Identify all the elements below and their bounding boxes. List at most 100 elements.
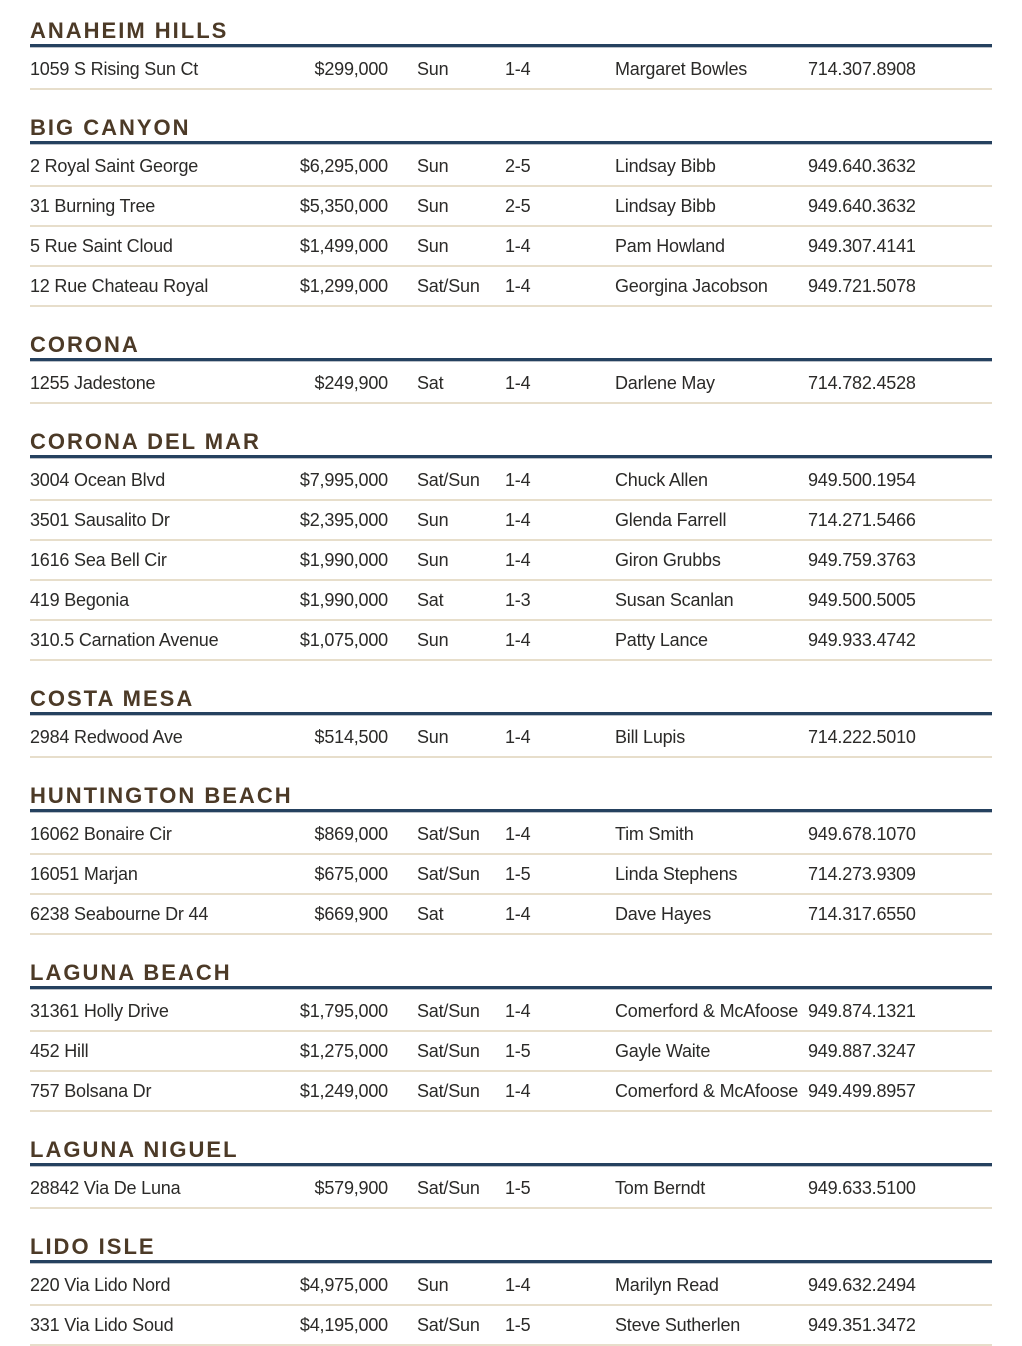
listing-phone: 949.307.4141 (808, 235, 916, 256)
listing-address: 31 Burning Tree (30, 195, 156, 216)
listing-agent: Marilyn Read (615, 1274, 719, 1295)
listing-phone: 714.307.8908 (808, 58, 916, 79)
listing-time: 1-4 (505, 726, 531, 747)
city-header: CORONA DEL MAR (30, 431, 992, 458)
listing-time: 2-5 (505, 155, 531, 176)
listing-row: 419 Begonia $1,990,000 Sat 1-3 Susan Sca… (30, 581, 992, 621)
listing-rows: 16062 Bonaire Cir $869,000 Sat/Sun 1-4 T… (30, 812, 992, 935)
listing-address: 31361 Holly Drive (30, 1000, 169, 1021)
listing-phone: 949.874.1321 (808, 1000, 916, 1021)
city-header: ANAHEIM HILLS (30, 20, 992, 47)
listing-days: Sat/Sun (417, 1000, 480, 1021)
listing-time: 1-5 (505, 1177, 531, 1198)
listing-address: 452 Hill (30, 1040, 89, 1061)
listing-phone: 714.273.9309 (808, 863, 916, 884)
listing-row: 3004 Ocean Blvd $7,995,000 Sat/Sun 1-4 C… (30, 461, 992, 501)
listing-time: 1-4 (505, 275, 531, 296)
listing-days: Sun (417, 235, 449, 256)
listing-address: 310.5 Carnation Avenue (30, 629, 219, 650)
listing-row: 1616 Sea Bell Cir $1,990,000 Sun 1-4 Gir… (30, 541, 992, 581)
listing-time: 1-4 (505, 509, 531, 530)
listing-time: 1-3 (505, 589, 531, 610)
listing-agent: Chuck Allen (615, 469, 708, 490)
listing-time: 1-4 (505, 549, 531, 570)
listing-agent: Tom Berndt (615, 1177, 706, 1198)
listing-phone: 949.633.5100 (808, 1177, 916, 1198)
listing-time: 1-4 (505, 1000, 531, 1021)
listing-address: 3501 Sausalito Dr (30, 509, 170, 530)
listing-address: 16051 Marjan (30, 863, 138, 884)
listing-agent: Lindsay Bibb (615, 195, 716, 216)
listing-address: 6238 Seabourne Dr 44 (30, 903, 209, 924)
listing-phone: 949.887.3247 (808, 1040, 916, 1061)
listing-price: $1,299,000 (299, 275, 388, 296)
listing-rows: 1255 Jadestone $249,900 Sat 1-4 Darlene … (30, 361, 992, 404)
listing-row: 220 Via Lido Nord $4,975,000 Sun 1-4 Mar… (30, 1266, 992, 1306)
listing-phone: 949.640.3632 (808, 155, 916, 176)
listing-address: 1616 Sea Bell Cir (30, 549, 167, 570)
listing-time: 1-4 (505, 629, 531, 650)
listing-row: 6238 Seabourne Dr 44 $669,900 Sat 1-4 Da… (30, 895, 992, 935)
city-header: LIDO ISLE (30, 1236, 992, 1263)
listing-time: 1-4 (505, 823, 531, 844)
listing-time: 1-5 (505, 863, 531, 884)
listing-days: Sun (417, 629, 449, 650)
listing-price: $7,995,000 (299, 469, 388, 490)
listing-agent: Patty Lance (615, 629, 708, 650)
listing-agent: Gayle Waite (615, 1040, 711, 1061)
listing-price: $4,975,000 (299, 1274, 388, 1295)
listing-price: $299,000 (314, 58, 389, 79)
listing-days: Sat/Sun (417, 1177, 480, 1198)
listing-days: Sat/Sun (417, 1040, 480, 1061)
listing-row: 28842 Via De Luna $579,900 Sat/Sun 1-5 T… (30, 1169, 992, 1209)
listing-address: 2984 Redwood Ave (30, 726, 183, 747)
listing-price: $4,195,000 (299, 1314, 388, 1335)
listing-agent: Bill Lupis (615, 726, 686, 747)
listing-price: $675,000 (314, 863, 389, 884)
listing-row: 16051 Marjan $675,000 Sat/Sun 1-5 Linda … (30, 855, 992, 895)
listing-phone: 949.640.3632 (808, 195, 916, 216)
listing-days: Sun (417, 58, 449, 79)
listing-rows: 28842 Via De Luna $579,900 Sat/Sun 1-5 T… (30, 1166, 992, 1209)
listing-price: $514,500 (314, 726, 389, 747)
listing-address: 28842 Via De Luna (30, 1177, 181, 1198)
listing-row: 16062 Bonaire Cir $869,000 Sat/Sun 1-4 T… (30, 815, 992, 855)
listing-price: $1,075,000 (299, 629, 388, 650)
listing-days: Sat/Sun (417, 469, 480, 490)
listing-agent: Susan Scanlan (615, 589, 734, 610)
listing-time: 1-4 (505, 469, 531, 490)
listing-address: 757 Bolsana Dr (30, 1080, 152, 1101)
city-header: LAGUNA BEACH (30, 962, 992, 989)
listing-days: Sun (417, 195, 449, 216)
listing-address: 12 Rue Chateau Royal (30, 275, 209, 296)
listing-address: 220 Via Lido Nord (30, 1274, 171, 1295)
listing-price: $1,249,000 (299, 1080, 388, 1101)
city-section: CORONA DEL MAR 3004 Ocean Blvd $7,995,00… (30, 431, 992, 661)
listing-agent: Giron Grubbs (615, 549, 721, 570)
listing-row: 331 Via Lido Soud $4,195,000 Sat/Sun 1-5… (30, 1306, 992, 1346)
city-section: HUNTINGTON BEACH 16062 Bonaire Cir $869,… (30, 785, 992, 935)
listing-address: 331 Via Lido Soud (30, 1314, 174, 1335)
listing-days: Sun (417, 726, 449, 747)
listing-days: Sat (417, 903, 444, 924)
city-section: ANAHEIM HILLS 1059 S Rising Sun Ct $299,… (30, 20, 992, 90)
listing-time: 1-5 (505, 1040, 531, 1061)
listing-days: Sat/Sun (417, 1314, 480, 1335)
listing-row: 452 Hill $1,275,000 Sat/Sun 1-5 Gayle Wa… (30, 1032, 992, 1072)
city-section: COSTA MESA 2984 Redwood Ave $514,500 Sun… (30, 688, 992, 758)
listing-address: 2 Royal Saint George (30, 155, 199, 176)
listing-time: 1-4 (505, 58, 531, 79)
listing-agent: Margaret Bowles (615, 58, 748, 79)
listing-days: Sat/Sun (417, 863, 480, 884)
listing-price: $1,795,000 (299, 1000, 388, 1021)
city-section: LAGUNA BEACH 31361 Holly Drive $1,795,00… (30, 962, 992, 1112)
listing-address: 5 Rue Saint Cloud (30, 235, 173, 256)
listing-price: $579,900 (314, 1177, 389, 1198)
city-header: LAGUNA NIGUEL (30, 1139, 992, 1166)
listing-row: 12 Rue Chateau Royal $1,299,000 Sat/Sun … (30, 267, 992, 307)
listing-phone: 714.317.6550 (808, 903, 916, 924)
listing-address: 1059 S Rising Sun Ct (30, 58, 199, 79)
listing-agent: Pam Howland (615, 235, 725, 256)
listing-row: 757 Bolsana Dr $1,249,000 Sat/Sun 1-4 Co… (30, 1072, 992, 1112)
listing-rows: 220 Via Lido Nord $4,975,000 Sun 1-4 Mar… (30, 1263, 992, 1346)
